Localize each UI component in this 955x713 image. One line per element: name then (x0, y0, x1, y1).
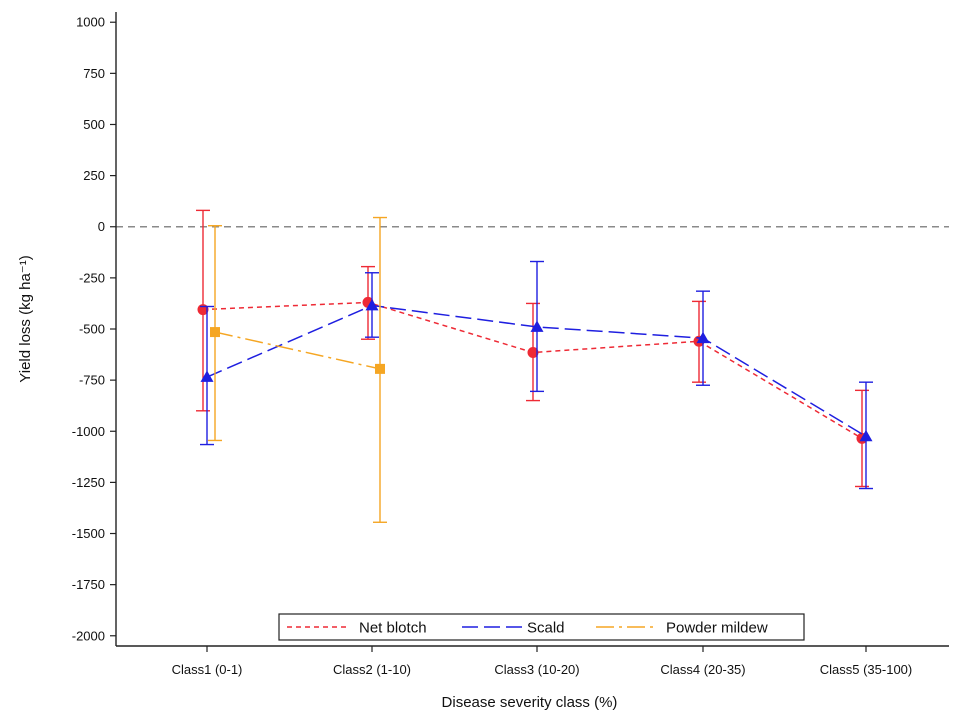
x-tick-label: Class3 (10-20) (494, 662, 579, 677)
x-axis-title: Disease severity class (%) (442, 694, 618, 711)
x-tick-label: Class5 (35-100) (820, 662, 913, 677)
legend: Net blotch Scald Powder mildew (278, 613, 805, 641)
data-point (859, 429, 873, 442)
y-tick-label: -750 (79, 373, 105, 388)
data-point (527, 347, 539, 359)
data-point (375, 363, 385, 374)
legend-label: Scald (527, 620, 565, 637)
series-line (206, 304, 867, 438)
y-tick-label: 500 (83, 117, 105, 132)
legend-label: Net blotch (359, 620, 427, 637)
data-point (365, 298, 379, 311)
y-tick-label: 750 (83, 66, 105, 81)
y-tick-label: 250 (83, 168, 105, 183)
series-powder-mildew (208, 216, 387, 523)
axes-layer: 1000 750 500 250 0 -250 -500 -750 -1000 -1250 -150… (72, 12, 949, 677)
data-point (530, 320, 544, 332)
series-scald (200, 260, 873, 490)
y-tick-label: -1500 (72, 526, 105, 541)
x-tick-label: Class2 (1-10) (333, 662, 411, 677)
x-tick-label: Class4 (20-35) (660, 662, 745, 677)
series-net-blotch (196, 209, 869, 488)
y-tick-label: -250 (79, 270, 105, 285)
y-tick-label: -500 (79, 322, 105, 337)
y-tick-label: -2000 (72, 628, 105, 643)
y-tick-label: 1000 (76, 15, 105, 30)
y-tick-label: -1750 (72, 577, 105, 592)
x-tick-label: Class1 (0-1) (172, 662, 243, 677)
data-point (210, 327, 220, 338)
y-tick-label: -1250 (72, 475, 105, 490)
legend-label: Powder mildew (666, 620, 768, 637)
data-point (200, 370, 214, 382)
series-layer (196, 209, 873, 523)
series-line (214, 331, 381, 370)
y-tick-label: 0 (98, 219, 105, 234)
legend-box (278, 613, 805, 641)
y-axis-title: Yield loss (kg ha⁻¹) (17, 255, 34, 382)
data-point (696, 331, 710, 344)
y-tick-label: -1000 (72, 424, 105, 439)
